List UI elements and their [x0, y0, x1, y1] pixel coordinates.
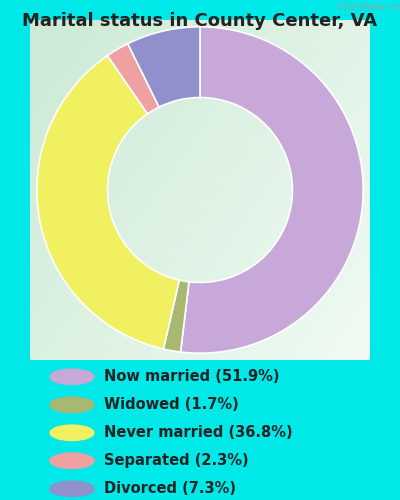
Text: Widowed (1.7%): Widowed (1.7%)	[104, 398, 239, 412]
Wedge shape	[37, 56, 179, 349]
Wedge shape	[163, 280, 189, 352]
Circle shape	[50, 453, 94, 468]
Wedge shape	[180, 27, 363, 353]
Wedge shape	[108, 44, 159, 114]
Text: Now married (51.9%): Now married (51.9%)	[104, 370, 280, 384]
Text: Marital status in County Center, VA: Marital status in County Center, VA	[22, 12, 378, 30]
Text: Never married (36.8%): Never married (36.8%)	[104, 426, 293, 440]
Text: Divorced (7.3%): Divorced (7.3%)	[104, 482, 236, 496]
Circle shape	[50, 369, 94, 384]
Circle shape	[50, 481, 94, 496]
Circle shape	[50, 425, 94, 440]
Wedge shape	[128, 27, 200, 107]
Text: City-Data.com: City-Data.com	[337, 2, 400, 12]
Circle shape	[50, 397, 94, 412]
Text: Separated (2.3%): Separated (2.3%)	[104, 454, 249, 468]
